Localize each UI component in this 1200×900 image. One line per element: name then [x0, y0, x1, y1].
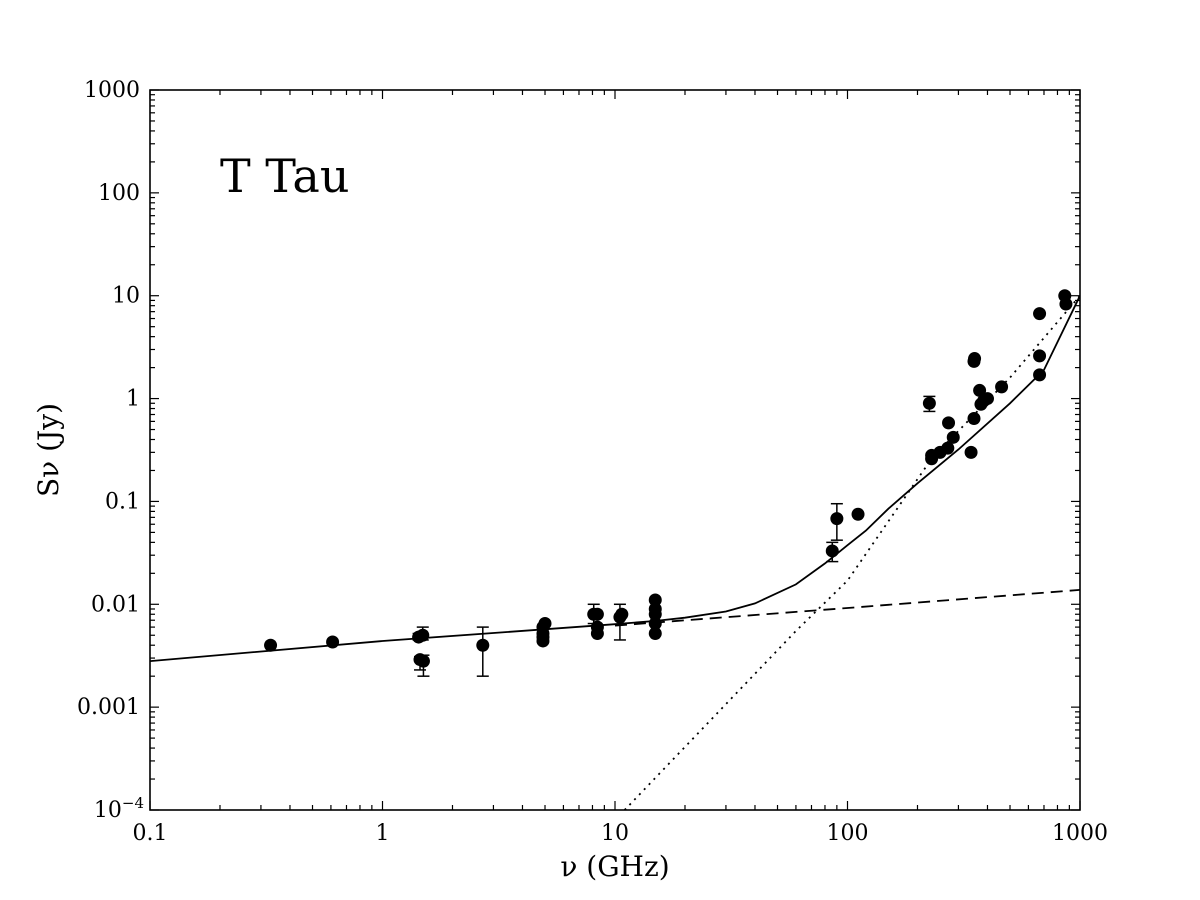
y-tick-label: 0.1 — [105, 489, 140, 514]
y-tick-label: 100 — [98, 181, 140, 206]
x-tick-label: 1 — [376, 821, 390, 846]
y-tick-label: 1 — [126, 387, 140, 412]
y-tick-label: 0.01 — [91, 592, 140, 617]
model-freefree-dashed-line — [614, 589, 1080, 627]
data-point — [648, 607, 662, 621]
data-point — [1033, 349, 1047, 363]
data-point — [590, 620, 604, 634]
data-point — [968, 352, 982, 366]
tick-labels-layer: 0.1 1 10 100 1000 10−4 0.001 0.01 0.1 1 10 100 1000 — [77, 78, 1108, 846]
data-point — [1059, 297, 1073, 311]
data-point — [922, 396, 936, 410]
data-point — [264, 638, 278, 652]
x-axis-label: ν (GHz) — [560, 850, 669, 883]
data-point — [830, 512, 844, 526]
data-point — [946, 430, 960, 444]
model-dust-dotted-line — [623, 295, 1080, 810]
series-layer — [150, 295, 1080, 810]
x-tick-label: 10 — [601, 821, 629, 846]
data-point — [648, 617, 662, 631]
data-point — [1033, 307, 1047, 321]
data-point — [851, 507, 865, 521]
data-point — [980, 392, 994, 406]
y-tick-label: 10 — [112, 284, 140, 309]
data-point — [615, 607, 629, 621]
data-point — [995, 380, 1009, 394]
data-point — [967, 412, 981, 426]
y-tick-label: 1000 — [84, 78, 140, 103]
star-name-annotation: T Tau — [220, 149, 349, 203]
data-point — [416, 654, 430, 668]
model-total-line — [150, 295, 1080, 662]
y-axis-label: Sν (Jy) — [32, 403, 65, 497]
data-point — [942, 416, 956, 430]
data-point — [590, 607, 604, 621]
data-point — [326, 635, 340, 649]
y-tick-label: 0.001 — [77, 695, 140, 720]
ticks-layer — [149, 89, 1081, 811]
points-layer — [264, 289, 1073, 677]
data-point — [941, 441, 955, 455]
data-point — [648, 626, 662, 640]
x-tick-label: 100 — [827, 821, 869, 846]
data-point — [648, 593, 662, 607]
data-point — [964, 445, 978, 459]
x-tick-label: 1000 — [1052, 821, 1108, 846]
data-point — [1033, 368, 1047, 382]
data-point — [416, 628, 430, 642]
data-point — [538, 617, 552, 631]
x-tick-label: 0.1 — [133, 821, 168, 846]
data-point — [476, 638, 490, 652]
y-tick-label: 10−4 — [94, 794, 144, 823]
data-point — [973, 383, 987, 397]
data-point — [825, 544, 839, 558]
